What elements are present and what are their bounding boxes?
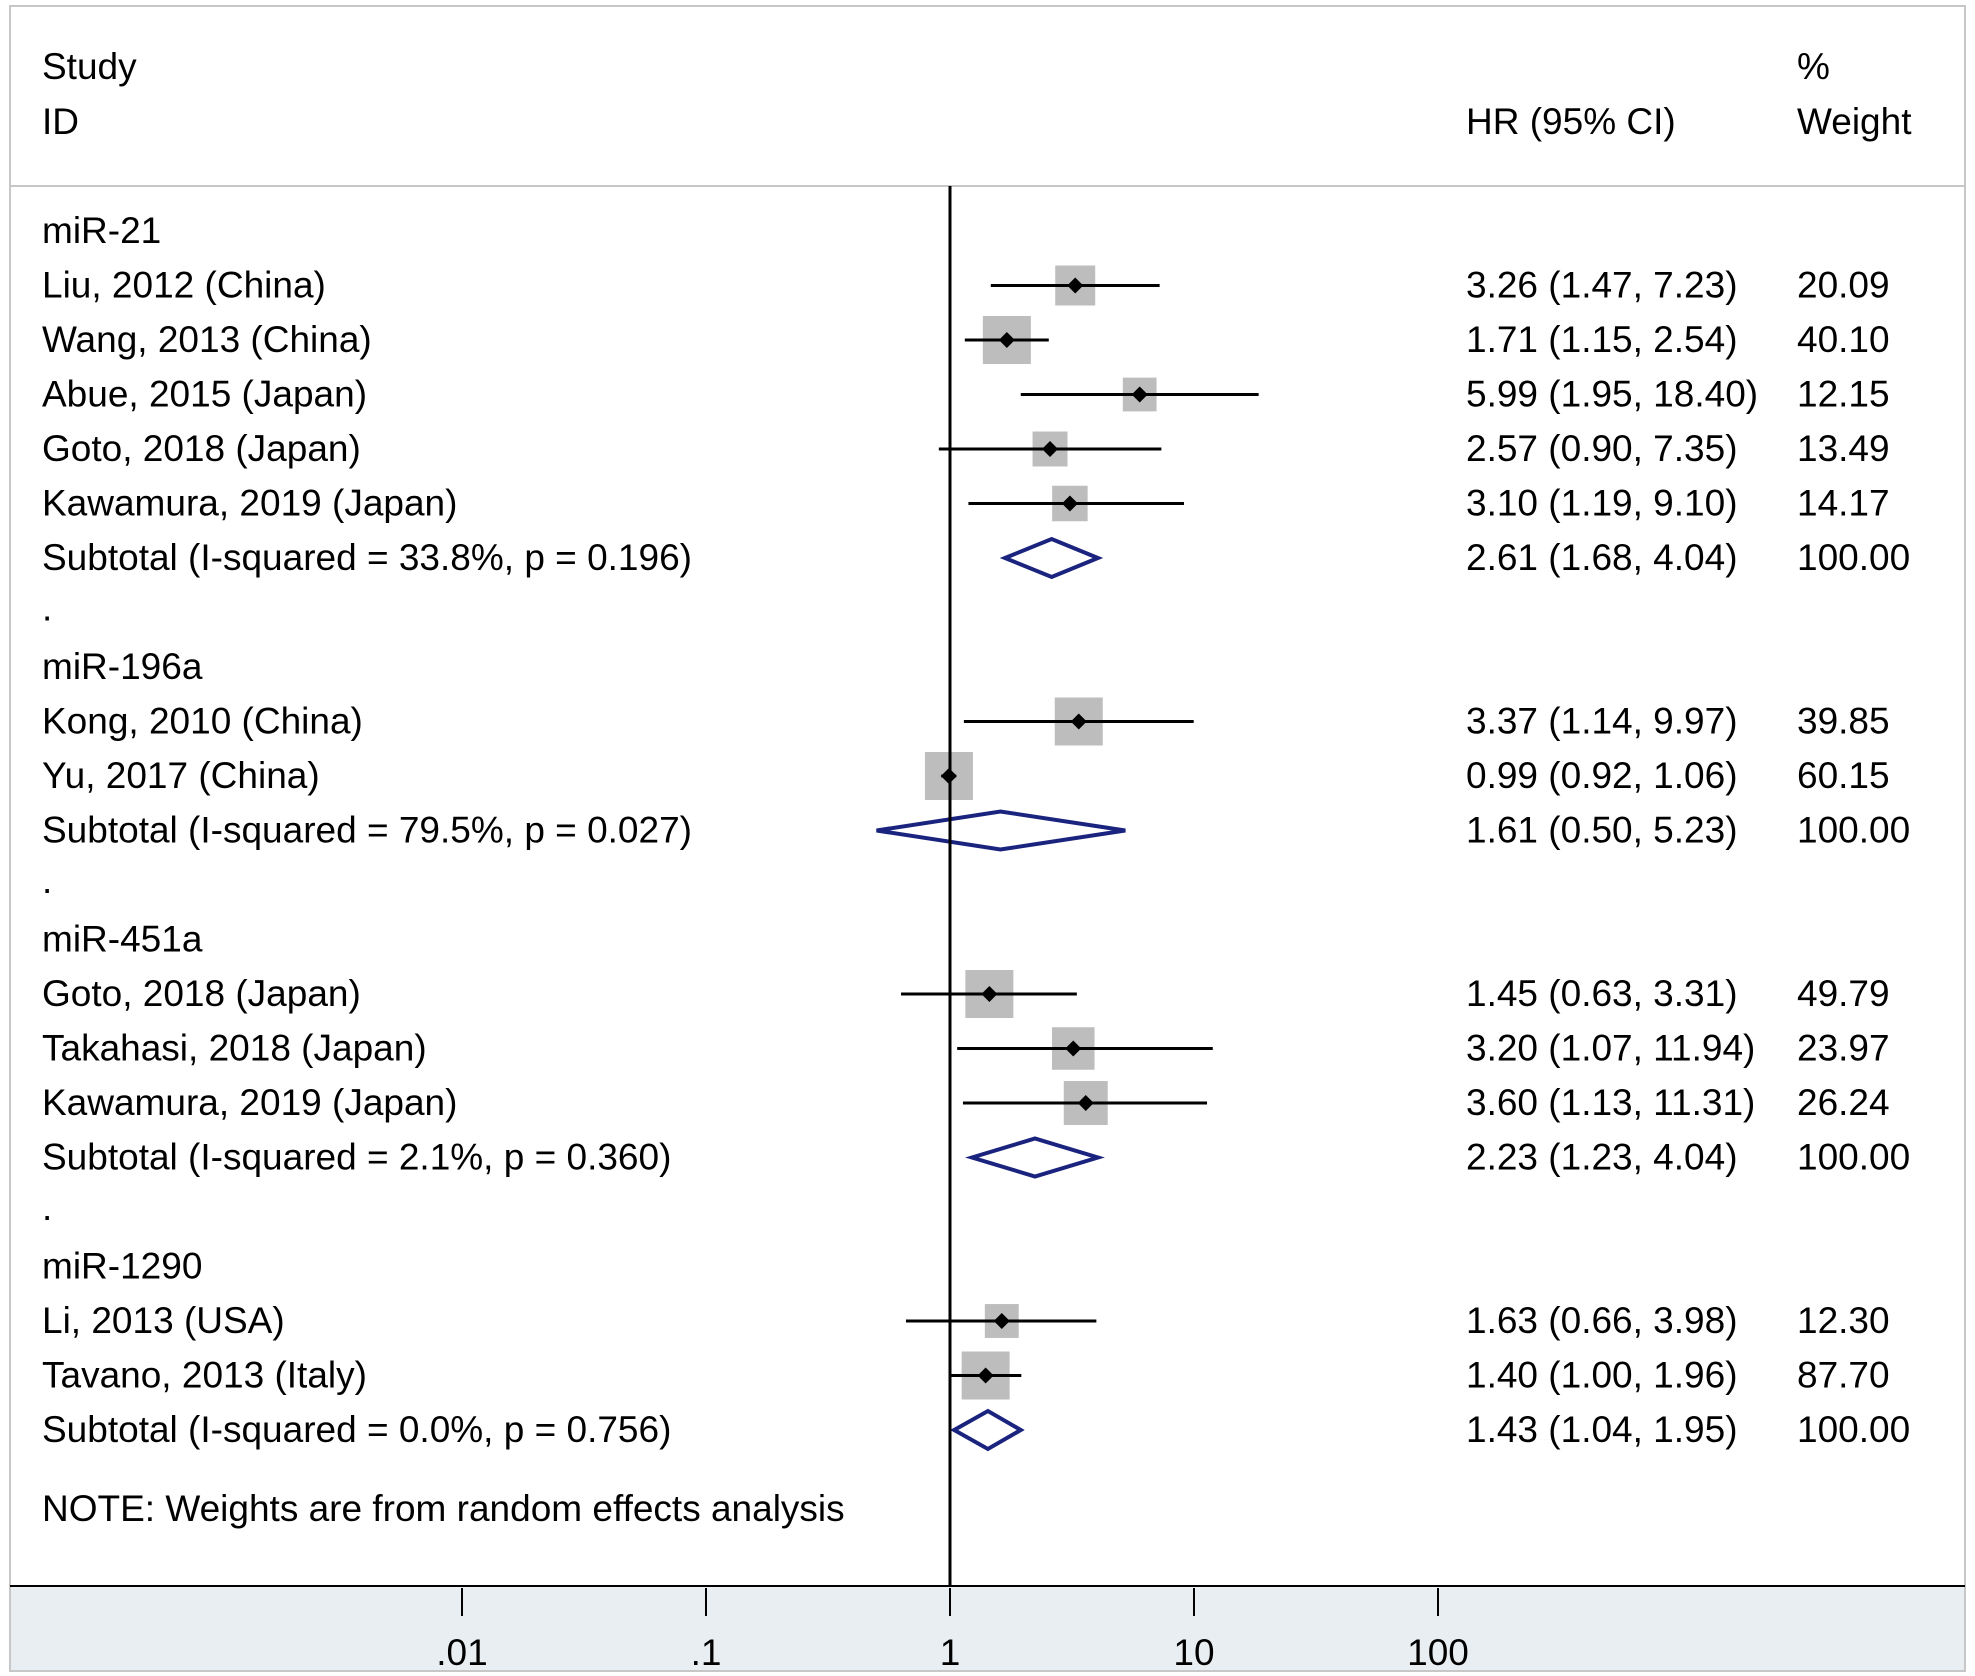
subtotal-label: Subtotal (I-squared = 79.5%, p = 0.027)	[42, 810, 692, 851]
study-ci-text: 1.63 (0.66, 3.98)	[1466, 1300, 1738, 1341]
plot-frame	[9, 5, 1966, 1672]
study-label: Li, 2013 (USA)	[42, 1300, 285, 1341]
subtotal-diamond	[965, 1136, 1105, 1179]
study-point-estimate	[1077, 1095, 1094, 1111]
study-label: Wang, 2013 (China)	[42, 319, 372, 360]
study-weight: 14.17	[1797, 483, 1890, 524]
x-tick-label: 10	[1173, 1632, 1214, 1673]
group-label: miR-451a	[42, 919, 203, 960]
study-ci-text: 2.57 (0.90, 7.35)	[1466, 428, 1738, 469]
study-point-estimate	[998, 332, 1015, 348]
study-ci-text: 3.10 (1.19, 9.10)	[1466, 483, 1738, 524]
study-weight: 87.70	[1797, 1355, 1890, 1396]
subtotal-ci-text: 2.61 (1.68, 4.04)	[1466, 537, 1738, 578]
subtotal-ci-text: 1.43 (1.04, 1.95)	[1466, 1409, 1738, 1450]
header-estimate: HR (95% CI)	[1466, 101, 1676, 142]
study-weight: 12.15	[1797, 374, 1890, 415]
study-ci-text: 3.20 (1.07, 11.94)	[1466, 1028, 1755, 1069]
study-label: Goto, 2018 (Japan)	[42, 428, 361, 469]
group-label: miR-196a	[42, 646, 203, 687]
study-label: Kawamura, 2019 (Japan)	[42, 483, 457, 524]
subtotal-label: Subtotal (I-squared = 33.8%, p = 0.196)	[42, 537, 692, 578]
header-weight-percent: %	[1797, 46, 1830, 87]
group-separator: .	[42, 860, 52, 901]
study-ci-text: 3.37 (1.14, 9.97)	[1466, 701, 1738, 742]
note-text: NOTE: Weights are from random effects an…	[42, 1488, 845, 1529]
study-weight: 40.10	[1797, 319, 1890, 360]
study-label: Abue, 2015 (Japan)	[42, 374, 367, 415]
subtotal-label: Subtotal (I-squared = 2.1%, p = 0.360)	[42, 1137, 671, 1178]
subtotal-weight: 100.00	[1797, 1137, 1910, 1178]
study-label: Kawamura, 2019 (Japan)	[42, 1082, 457, 1123]
study-point-estimate	[981, 986, 998, 1002]
study-ci-text: 1.40 (1.00, 1.96)	[1466, 1355, 1738, 1396]
subtotal-ci-text: 1.61 (0.50, 5.23)	[1466, 810, 1738, 851]
header-id: ID	[42, 101, 79, 142]
subtotal-diamond	[950, 1408, 1025, 1452]
group-separator: .	[42, 1187, 52, 1228]
group-label: miR-21	[42, 210, 161, 251]
study-point-estimate	[993, 1313, 1010, 1329]
study-weight: 23.97	[1797, 1028, 1890, 1069]
x-axis-ticks: .01 .1 1 10 100	[436, 1588, 1469, 1673]
study-ci-text: 3.60 (1.13, 11.31)	[1466, 1082, 1755, 1123]
study-label: Tavano, 2013 (Italy)	[42, 1355, 367, 1396]
subtotal-diamond	[999, 536, 1104, 580]
study-weight: 12.30	[1797, 1300, 1890, 1341]
x-tick-label: 100	[1407, 1632, 1469, 1673]
study-weight: 20.09	[1797, 265, 1890, 306]
study-point-estimate	[1061, 495, 1078, 512]
subtotal-weight: 100.00	[1797, 810, 1910, 851]
study-point-estimate	[1070, 713, 1087, 730]
subtotal-weight: 100.00	[1797, 1409, 1910, 1450]
study-ci-text: 1.71 (1.15, 2.54)	[1466, 319, 1738, 360]
study-ci-text: 1.45 (0.63, 3.31)	[1466, 973, 1738, 1014]
x-tick-label: .01	[436, 1632, 487, 1673]
group-label: miR-1290	[42, 1246, 202, 1287]
study-weight: 13.49	[1797, 428, 1890, 469]
study-ci-text: 3.26 (1.47, 7.23)	[1466, 265, 1738, 306]
study-point-estimate	[977, 1367, 994, 1384]
study-ci-text: 0.99 (0.92, 1.06)	[1466, 755, 1738, 796]
study-weight: 49.79	[1797, 973, 1890, 1014]
subtotal-label: Subtotal (I-squared = 0.0%, p = 0.756)	[42, 1409, 671, 1450]
axis-band	[10, 1586, 1965, 1671]
study-point-estimate	[1067, 277, 1084, 294]
header-weight: Weight	[1797, 101, 1912, 142]
study-weight: 39.85	[1797, 701, 1890, 742]
subtotal-diamond	[876, 809, 1126, 852]
study-label: Yu, 2017 (China)	[42, 755, 320, 796]
study-label: Kong, 2010 (China)	[42, 701, 363, 742]
study-point-estimate	[1042, 441, 1059, 457]
forest-marks	[876, 265, 1259, 1452]
study-point-estimate	[1065, 1040, 1082, 1057]
forest-rows: miR-21 Liu, 2012 (China) 3.26 (1.47, 7.23)…	[42, 210, 1910, 1450]
study-label: Takahasi, 2018 (Japan)	[42, 1028, 427, 1069]
x-tick-label: 1	[940, 1632, 961, 1673]
x-tick-label: .1	[691, 1632, 722, 1673]
study-label: Goto, 2018 (Japan)	[42, 973, 361, 1014]
study-point-estimate	[1131, 386, 1148, 403]
study-weight: 26.24	[1797, 1082, 1890, 1123]
study-weight: 60.15	[1797, 755, 1890, 796]
study-label: Liu, 2012 (China)	[42, 265, 326, 306]
header-study: Study	[42, 46, 137, 87]
subtotal-weight: 100.00	[1797, 537, 1910, 578]
subtotal-ci-text: 2.23 (1.23, 4.04)	[1466, 1137, 1738, 1178]
group-separator: .	[42, 588, 52, 629]
study-ci-text: 5.99 (1.95, 18.40)	[1466, 374, 1758, 415]
